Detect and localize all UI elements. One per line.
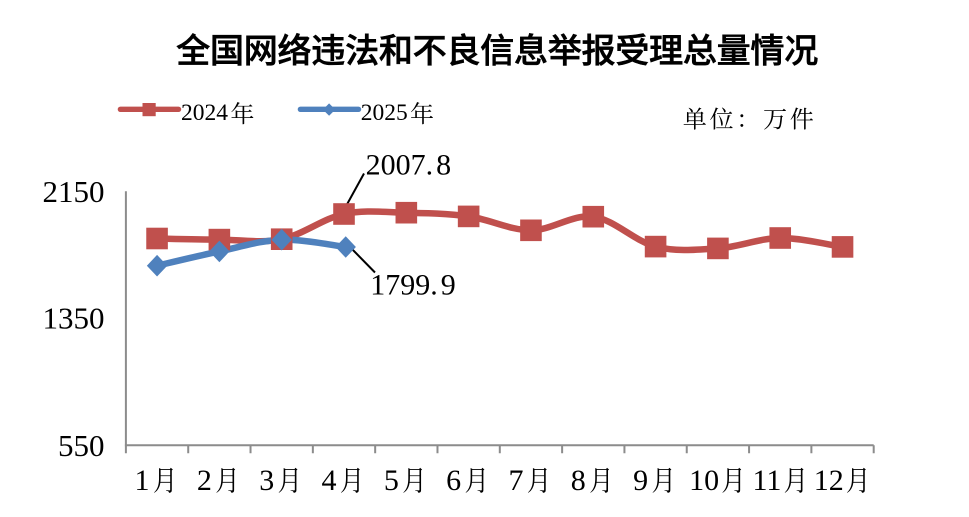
svg-text:6: 6	[446, 464, 461, 497]
svg-text:2150: 2150	[43, 174, 105, 209]
svg-text:7: 7	[508, 464, 523, 497]
svg-text:2025: 2025	[361, 100, 408, 126]
svg-text:2007.8: 2007. 8	[366, 148, 452, 181]
svg-text:9: 9	[633, 464, 648, 497]
svg-text:11: 11	[753, 464, 782, 497]
svg-text:2: 2	[197, 464, 212, 497]
svg-text:1799.9: 1799. 9	[370, 269, 456, 302]
svg-text:12: 12	[814, 464, 844, 497]
svg-text:4: 4	[322, 464, 337, 497]
svg-text:1: 1	[135, 464, 150, 497]
svg-text:550: 550	[58, 428, 105, 463]
svg-text:8: 8	[571, 464, 586, 497]
svg-text:10: 10	[689, 464, 719, 497]
svg-text:5: 5	[384, 464, 399, 497]
svg-text:3: 3	[259, 464, 274, 497]
svg-text:1350: 1350	[43, 301, 105, 336]
svg-text:2024: 2024	[181, 100, 228, 126]
